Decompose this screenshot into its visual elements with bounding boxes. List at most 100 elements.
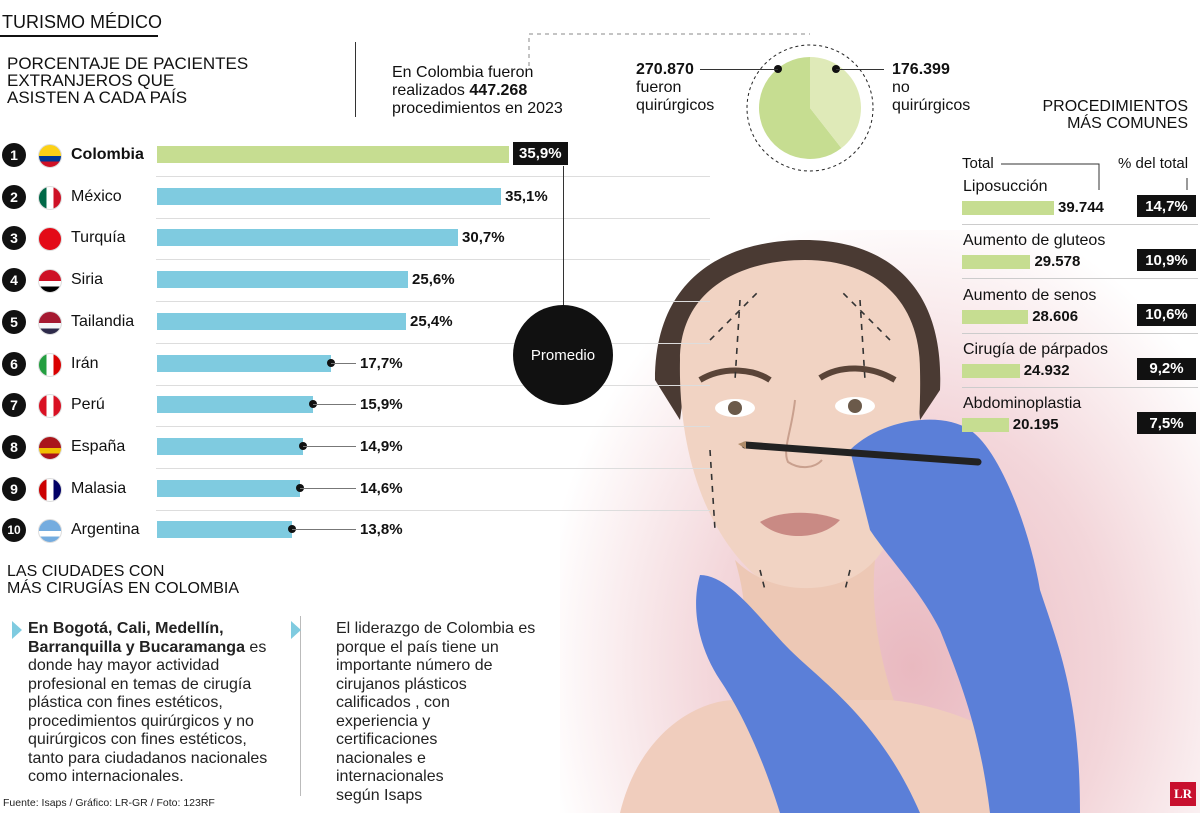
cities-title: LAS CIUDADES CON MÁS CIRUGÍAS EN COLOMBI…	[7, 563, 239, 597]
title-rule	[0, 35, 158, 37]
bar	[157, 312, 407, 330]
procedure-separator	[962, 386, 1198, 388]
chart-title-line: EXTRANJEROS QUE	[7, 71, 175, 90]
row-separator	[156, 259, 710, 261]
procedure-percent: 9,2%	[1137, 357, 1196, 380]
flag-icon	[38, 435, 62, 460]
note-lines: donde hay mayor actividad profesional en …	[28, 657, 267, 787]
country-row: 6 Irán 17,7%	[0, 345, 720, 387]
country-row: 1 Colombia 35,9%	[0, 136, 720, 178]
row-separator	[156, 176, 710, 177]
procedures-title-line: MÁS COMUNES	[1067, 115, 1188, 132]
rank-badge: 8	[2, 434, 26, 459]
country-name: Siria	[71, 271, 104, 289]
summary-line: En Colombia fueron	[392, 64, 534, 81]
flag-icon	[38, 185, 62, 210]
pie-label-line: no	[892, 79, 910, 96]
country-row: 2 México 35,1%	[0, 178, 720, 220]
note-bold-line: Barranquilla y Bucaramanga	[28, 638, 245, 656]
rank-badge: 4	[2, 268, 26, 293]
rank-badge: 5	[2, 309, 26, 334]
note-line: según Isaps	[336, 786, 423, 804]
cities-title-line: MÁS CIRUGÍAS EN COLOMBIA	[7, 580, 240, 597]
value-label: 17,7%	[360, 354, 403, 372]
pie-slice-no-quirurgicos	[810, 57, 861, 149]
procedure-separator	[962, 224, 1198, 225]
note-line: importante número de	[336, 657, 493, 674]
procedure-total: 39.744	[1058, 199, 1104, 216]
note-line: quirúrgicos con fines estéticos,	[28, 731, 247, 748]
pie-dot-left	[774, 65, 782, 73]
flag-icon	[38, 144, 62, 168]
procedure-percent: 10,6%	[1137, 303, 1196, 326]
note-line: nacionales e	[336, 749, 426, 767]
pie-chart	[746, 44, 874, 172]
pie-label-line: quirúrgicos	[636, 97, 715, 114]
note-line: porque el país tiene un	[336, 638, 499, 656]
value-label: 35,1%	[505, 187, 548, 205]
promedio-circle: Promedio	[513, 305, 613, 405]
summary-text: En Colombia fueron realizados 447.268 pr…	[392, 64, 563, 118]
note-line: experiencia y	[336, 712, 431, 730]
leader-line	[330, 362, 356, 364]
note-line: certificaciones	[336, 731, 438, 748]
procedure-bar	[962, 201, 1054, 215]
flag-icon	[38, 352, 62, 377]
procedure-separator	[962, 332, 1198, 334]
note-line: Barranquilla y Bucaramanga es	[28, 639, 267, 658]
bar	[157, 271, 409, 289]
summary-total: 447.268	[469, 82, 528, 99]
note-line: tanto para ciudadanos nacionales	[28, 749, 268, 767]
note-line: procedimientos quirúrgicos y no	[28, 712, 254, 730]
cities-title-line: LAS CIUDADES CON	[7, 563, 165, 580]
procedures-header-connectors	[1001, 163, 1188, 190]
row-separator	[156, 342, 710, 344]
note-line: calificados , con	[336, 694, 450, 711]
note-line: plástica con fines estéticos,	[28, 694, 223, 711]
bar	[157, 521, 293, 539]
rank-badge: 2	[2, 184, 26, 209]
pie-leader-left	[700, 69, 778, 70]
bar	[157, 396, 313, 414]
row-separator	[156, 509, 710, 511]
country-row: 9 Malasia 14,6%	[0, 470, 720, 512]
pie-outline	[746, 44, 874, 172]
flag-icon	[38, 269, 62, 294]
woman-face-photo	[620, 240, 1080, 813]
procedure-name: Abdominoplastia	[963, 395, 1082, 413]
value-label: 14,9%	[360, 437, 403, 455]
bar	[157, 146, 510, 163]
summary-prefix: realizados	[392, 82, 465, 99]
procedure-separator	[962, 278, 1198, 280]
pie-value: 176.399	[892, 61, 950, 78]
country-name: Turquía	[71, 229, 126, 247]
bar	[157, 229, 459, 247]
procedure-percent: 14,7%	[1137, 195, 1196, 217]
row-separator	[156, 426, 710, 428]
flag-icon	[38, 227, 62, 252]
pie-label-quirurgicos: 270.870 fueron quirúrgicos	[636, 61, 714, 115]
flag-icon	[38, 519, 62, 544]
cities-note-left: En Bogotá, Cali, Medellín, Barranquilla …	[28, 620, 267, 787]
row-separator	[156, 301, 710, 303]
procedure-bar	[962, 363, 1020, 378]
country-name: Malasia	[71, 479, 127, 497]
country-name: Colombia	[71, 146, 144, 163]
divider-line	[355, 42, 356, 117]
bar	[157, 437, 304, 455]
procedures-title-line: PROCEDIMIENTOS	[1042, 98, 1189, 115]
bar	[157, 479, 301, 497]
note-line: cirujanos plásticos	[336, 675, 467, 693]
chart-title-line: PORCENTAJE DE PACIENTES	[7, 54, 249, 73]
lr-logo: LR	[1170, 782, 1196, 806]
bar	[157, 187, 502, 205]
pie-label-line: quirúrgicos	[892, 97, 971, 114]
procedures-percent-header: % del total	[1118, 155, 1189, 172]
leader-line	[312, 404, 356, 406]
rank-badge: 10	[2, 518, 26, 543]
flag-icon	[38, 310, 62, 335]
country-row: 5 Tailandia 25,4%	[0, 303, 720, 345]
leader-line	[300, 487, 356, 489]
country-row: 3 Turquía 30,7%	[0, 219, 720, 261]
value-label: 25,4%	[410, 312, 453, 330]
